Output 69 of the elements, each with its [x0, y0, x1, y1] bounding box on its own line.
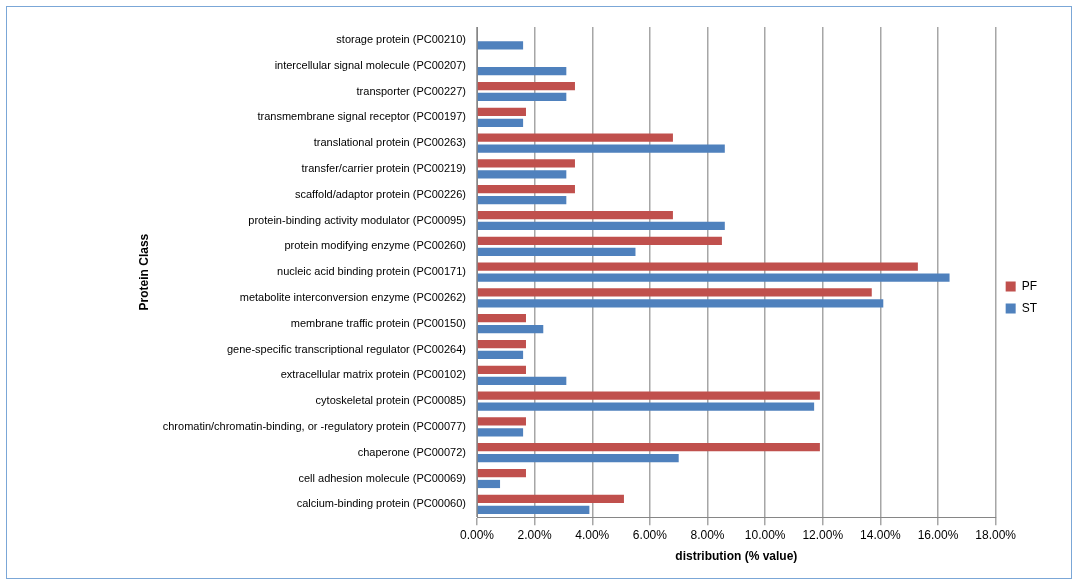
bar: [477, 41, 524, 50]
bar: [477, 144, 725, 153]
bar: [477, 468, 526, 478]
x-tick-label: 2.00%: [517, 527, 552, 542]
y-tick-label: intercellular signal molecule (PC00207): [274, 58, 466, 71]
y-tick-label: metabolite interconversion enzyme (PC00262): [239, 290, 466, 303]
bar: [477, 170, 567, 179]
y-tick-label: protein modifying enzyme (PC00260): [284, 239, 466, 252]
bar: [477, 443, 820, 452]
bar: [477, 494, 624, 503]
bar: [477, 221, 725, 231]
bar: [477, 273, 950, 282]
legend-label: PF: [1021, 278, 1038, 293]
y-tick-label: protein-binding activity modulator (PC00095): [248, 213, 466, 226]
y-tick-label: transporter (PC00227): [356, 84, 466, 97]
bar: [477, 196, 567, 205]
bar: [477, 107, 526, 116]
bar: [477, 236, 722, 245]
bar: [477, 339, 526, 349]
bar: [477, 417, 526, 426]
bar: [477, 133, 673, 142]
y-tick-label: membrane traffic protein (PC00150): [290, 316, 466, 329]
y-tick-label: scaffold/adaptor protein (PC00226): [294, 187, 466, 200]
y-tick-label: extracellular matrix protein (PC00102): [280, 368, 466, 381]
x-tick-label: 8.00%: [690, 527, 725, 542]
bar: [477, 185, 575, 194]
y-tick-label: gene-specific transcriptional regulator (PC00264): [226, 342, 466, 355]
x-tick-label: 6.00%: [632, 527, 668, 542]
x-tick-label: 18.00%: [975, 527, 1017, 542]
y-tick-label: cytoskeletal protein (PC00085): [315, 394, 466, 407]
bar: [477, 299, 884, 308]
bar: [477, 288, 872, 297]
bar: [477, 428, 524, 437]
bar: [477, 247, 636, 256]
bar: [477, 454, 679, 463]
bar: [477, 350, 524, 360]
y-tick-label: translational protein (PC00263): [313, 136, 466, 149]
bar: [477, 479, 501, 489]
bar: [477, 391, 820, 400]
y-tick-label: nucleic acid binding protein (PC00171): [277, 265, 466, 278]
y-tick-label: chromatin/chromatin-binding, or -regulatory protein (PC00077): [162, 419, 466, 432]
y-tick-label: chaperone (PC00072): [357, 445, 466, 458]
bar: [477, 402, 815, 411]
x-axis-title: distribution (% value): [675, 549, 798, 564]
x-tick-label: 10.00%: [744, 527, 786, 542]
y-tick-label: transfer/carrier protein (PC00219): [301, 161, 466, 174]
y-tick-label: transmembrane signal receptor (PC00197): [257, 110, 466, 123]
y-tick-label: cell adhesion molecule (PC00069): [298, 471, 466, 484]
x-tick-label: 0.00%: [459, 527, 495, 542]
bar: [477, 314, 526, 323]
bar: [477, 505, 590, 514]
x-tick-label: 16.00%: [917, 527, 959, 542]
y-axis-title: Protein Class: [137, 233, 152, 311]
bar: [477, 325, 544, 334]
bar: [477, 365, 526, 374]
bar: [477, 92, 567, 102]
y-tick-label: calcium-binding protein (PC00060): [296, 497, 466, 510]
x-tick-label: 4.00%: [575, 527, 610, 542]
bar: [477, 376, 567, 385]
bar: [477, 262, 918, 271]
x-tick-label: 14.00%: [860, 527, 902, 542]
bar: [477, 81, 575, 91]
bar: [477, 210, 673, 220]
bar: [477, 67, 567, 76]
x-tick-label: 12.00%: [802, 527, 844, 542]
bar: [477, 159, 575, 168]
bar: [477, 118, 524, 127]
y-tick-label: storage protein (PC00210): [336, 32, 466, 45]
legend-label: ST: [1021, 300, 1038, 315]
